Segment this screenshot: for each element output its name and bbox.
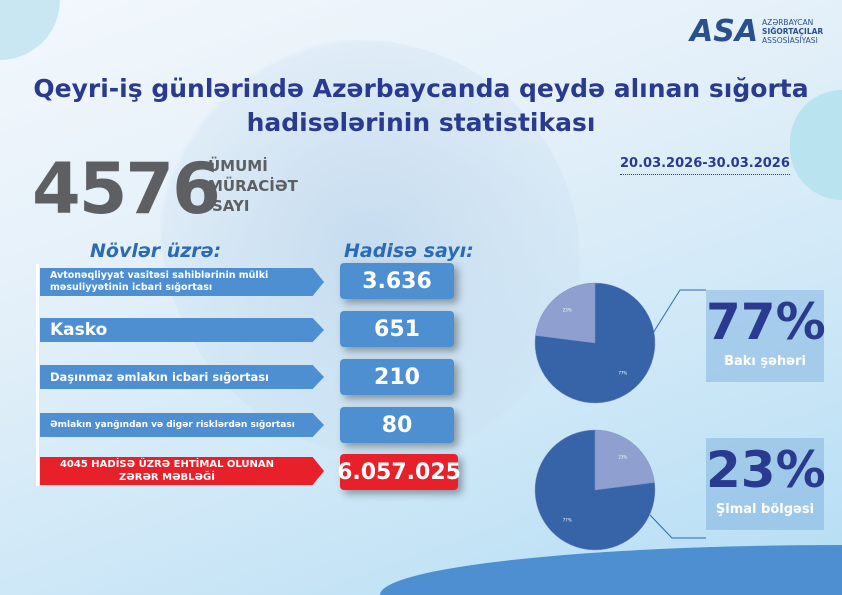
total-label-line: SAYI: [212, 197, 250, 215]
pie-slice: [534, 429, 656, 551]
pie-slice-label: 77%: [563, 518, 572, 523]
pie-slice: [594, 429, 655, 491]
logo-line: ASSOSİASİYASI: [762, 36, 818, 45]
connector-line: [652, 289, 706, 334]
total-count: 4576: [32, 148, 221, 230]
total-label-line: ÜMUMİ: [208, 157, 268, 175]
region-label: Bakı şəhəri: [724, 354, 806, 369]
damage-value: 6.057.025: [337, 454, 461, 490]
logo-line: SIĞORTAÇILAR: [762, 27, 824, 36]
row-label: Avtonəqliyyat vasitəsi sahiblərinin mülk…: [50, 270, 269, 281]
count-value: 3.636: [340, 263, 454, 299]
total-label: ÜMUMİ MÜRACİƏT SAYI: [208, 156, 298, 216]
date-range: 20.03.2026-30.03.2026: [620, 156, 790, 175]
region-label: Şimal bölgəsi: [715, 502, 815, 517]
types-header: Növlər üzrə:: [90, 240, 222, 262]
pie-slice-label: 23%: [563, 307, 572, 312]
pie-slice-label: 23%: [618, 454, 627, 459]
title-line: Qeyri-iş günlərində Azərbaycanda qeydə a…: [33, 74, 809, 103]
row-label: məsuliyyətinin icbari sığortası: [50, 282, 213, 293]
pie-slice: [534, 282, 656, 404]
damage-row: 4045 HADİSƏ ÜZRƏ EHTİMAL OLUNAN ZƏRƏR MƏ…: [40, 457, 324, 485]
pie-chart-north: 23% 77%: [534, 429, 656, 551]
logo-line: AZƏRBAYCAN: [762, 18, 814, 27]
count-value: 80: [340, 407, 454, 443]
asa-logo: ASA AZƏRBAYCAN SIĞORTAÇILAR ASSOSİASİYAS…: [690, 14, 823, 49]
pie-slice-label: 77%: [618, 371, 627, 376]
pie-chart-baku: 23% 77%: [534, 282, 656, 404]
divider: [36, 264, 39, 486]
type-row-property-fire: Əmlakın yanğından və digər risklərdən sı…: [40, 413, 324, 437]
region-percent: 77%: [706, 293, 826, 351]
row-label: Əmlakın yanğından və digər risklərdən sı…: [50, 420, 295, 430]
region-card-north: 23% Şimal bölgəsi: [706, 438, 826, 530]
total-label-line: MÜRACİƏT: [208, 177, 298, 195]
region-percent: 23%: [706, 441, 826, 499]
type-row-kasko: Kasko: [40, 318, 324, 342]
damage-label: 4045 HADİSƏ ÜZRƏ EHTİMAL OLUNAN: [59, 459, 275, 470]
pie-slice: [535, 282, 596, 344]
region-card-baku: 77% Bakı şəhəri: [706, 290, 826, 382]
type-row-real-estate: Daşınmaz əmlakın icbari sığortası: [40, 365, 324, 389]
damage-label: ZƏRƏR MƏBLƏĞİ: [119, 472, 215, 483]
logo-abbr: ASA: [690, 14, 759, 49]
type-row-motor-liability: Avtonəqliyyat vasitəsi sahiblərinin mülk…: [40, 268, 324, 296]
row-label: Kasko: [50, 320, 108, 340]
row-label: Daşınmaz əmlakın icbari sığortası: [50, 370, 269, 384]
connector-line: [649, 514, 706, 539]
count-value: 210: [340, 359, 454, 395]
count-value: 651: [340, 311, 454, 347]
title-line: hadisələrinin statistikası: [246, 108, 596, 137]
count-header: Hadisə sayı:: [344, 240, 474, 262]
page-title: Qeyri-iş günlərində Azərbaycanda qeydə a…: [0, 72, 842, 140]
